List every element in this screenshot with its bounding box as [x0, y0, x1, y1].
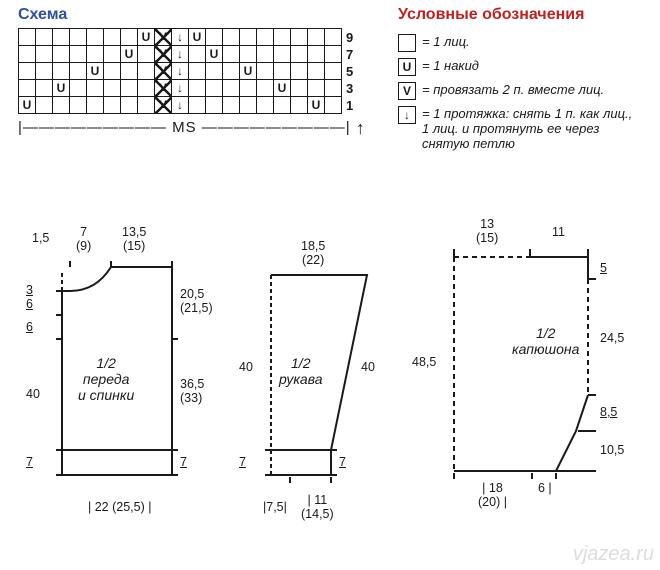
- dim: | 11 (14,5): [301, 493, 334, 521]
- heading-legend: Условные обозначения: [398, 6, 584, 24]
- dim: 7: [339, 455, 346, 469]
- schematic-body: 1,5 7 (9) 13,5 (15) 3 6 6 40 7 20,5 (21,…: [56, 245, 216, 520]
- dim: 6: [26, 297, 33, 311]
- schematic-sleeve: 18,5 (22) 40 7 40 7 |7,5| | 11 (14,5) 1/…: [265, 245, 405, 520]
- knitting-chart: UV↓U9UV↓U7UV↓U5UV↓U3UV↓U1 |————————— MS …: [18, 28, 366, 137]
- legend-symbol: V: [398, 82, 416, 100]
- schematic-title: 1/2 капюшона: [512, 325, 579, 357]
- legend-text: = провязать 2 п. вместе лиц.: [422, 82, 604, 97]
- dim: 40: [239, 360, 253, 374]
- dim: 20,5 (21,5): [180, 287, 213, 315]
- schematic-hood: 13 (15) 11 48,5 5 24,5 8,5 10,5 | 18 (20…: [440, 235, 630, 510]
- dim: | 22 (25,5) |: [88, 500, 152, 514]
- dim: | 18 (20) |: [478, 481, 507, 509]
- dim: 36,5 (33): [180, 377, 204, 405]
- dim: 18,5 (22): [301, 239, 325, 267]
- legend: = 1 лиц. U = 1 накид V = провязать 2 п. вмес…: [398, 34, 642, 157]
- chart-grid: UV↓U9UV↓U7UV↓U5UV↓U3UV↓U1: [18, 28, 362, 114]
- schematic-title: 1/2 рукава: [279, 355, 323, 387]
- legend-row: V = провязать 2 п. вместе лиц.: [398, 82, 642, 100]
- schematic-title: 1/2 переда и спинки: [78, 355, 134, 403]
- legend-symbol: U: [398, 58, 416, 76]
- legend-symbol: ↓: [398, 106, 416, 124]
- dim: 1,5: [32, 231, 49, 245]
- dim: 40: [361, 360, 375, 374]
- arrow-up-icon: ↑: [356, 118, 366, 138]
- legend-row: = 1 лиц.: [398, 34, 642, 52]
- legend-row: U = 1 накид: [398, 58, 642, 76]
- heading-scheme: Схема: [18, 6, 67, 24]
- dim: 13 (15): [476, 217, 498, 245]
- dim: 7: [239, 455, 246, 469]
- legend-row: ↓ = 1 протяжка: снять 1 п. как лиц., 1 ли…: [398, 106, 642, 151]
- dim: 13,5 (15): [122, 225, 146, 253]
- dim: 7: [180, 455, 187, 469]
- dim: 7 (9): [76, 225, 91, 253]
- dim: 5: [600, 261, 607, 275]
- dim: 8,5: [600, 405, 617, 419]
- dim: 6: [26, 320, 33, 334]
- dim: |7,5|: [263, 500, 287, 514]
- legend-text: = 1 лиц.: [422, 34, 470, 49]
- dim: 24,5: [600, 331, 624, 345]
- schematic-hood-svg: [440, 235, 630, 505]
- dim: 3: [26, 283, 33, 297]
- dim: 10,5: [600, 443, 624, 457]
- legend-text: = 1 накид: [422, 58, 479, 73]
- dim: 6 |: [538, 481, 552, 495]
- legend-text: = 1 протяжка: снять 1 п. как лиц., 1 лиц…: [422, 106, 642, 151]
- chart-ms-label: |————————— MS —————————| ↑: [18, 116, 366, 137]
- legend-symbol: [398, 34, 416, 52]
- dim: 7: [26, 455, 33, 469]
- dim: 48,5: [412, 355, 436, 369]
- dim: 40: [26, 387, 40, 401]
- dim: 11: [552, 225, 565, 239]
- watermark: vjazea.ru: [573, 543, 654, 566]
